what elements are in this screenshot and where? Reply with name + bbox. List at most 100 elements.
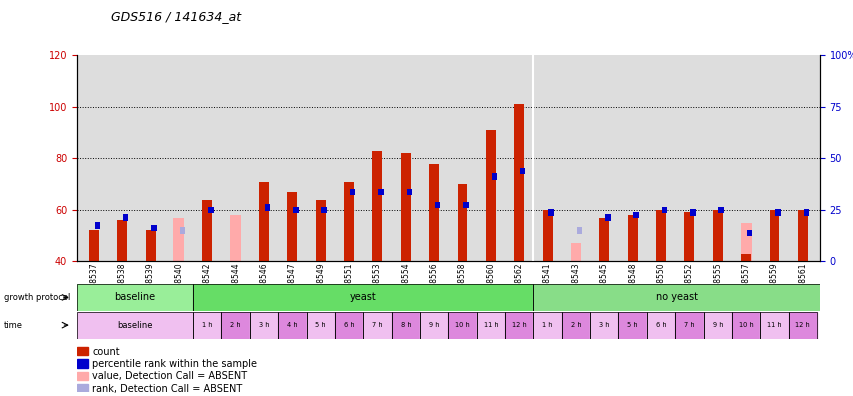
Bar	[193, 312, 221, 339]
Text: 5 h: 5 h	[627, 322, 637, 328]
Bar	[306, 312, 334, 339]
Bar	[533, 312, 561, 339]
Bar	[334, 312, 363, 339]
Bar	[740, 223, 751, 261]
Bar	[589, 312, 618, 339]
Bar	[618, 312, 646, 339]
Bar	[179, 227, 185, 234]
Text: 6 h: 6 h	[655, 322, 665, 328]
Bar	[675, 312, 703, 339]
Bar	[89, 230, 99, 261]
Bar	[173, 217, 184, 261]
Bar	[561, 312, 589, 339]
Bar	[599, 217, 608, 261]
Bar	[775, 209, 780, 216]
Text: 4 h: 4 h	[287, 322, 298, 328]
Bar	[372, 150, 382, 261]
Bar	[448, 312, 476, 339]
Bar	[392, 312, 420, 339]
Bar	[769, 210, 779, 261]
Text: 11 h: 11 h	[483, 322, 497, 328]
Bar	[448, 312, 476, 339]
Bar	[221, 312, 250, 339]
Bar	[633, 212, 638, 218]
Bar	[661, 207, 666, 213]
Bar	[77, 371, 88, 380]
Bar	[787, 312, 816, 339]
Bar	[759, 312, 787, 339]
Bar	[250, 312, 278, 339]
Bar	[533, 284, 819, 311]
Bar	[462, 202, 468, 208]
Bar	[627, 215, 637, 261]
Bar	[675, 312, 703, 339]
Bar	[202, 200, 212, 261]
Bar	[363, 312, 392, 339]
Bar	[208, 207, 213, 213]
Bar	[344, 181, 354, 261]
Bar	[434, 202, 440, 208]
Text: rank, Detection Call = ABSENT: rank, Detection Call = ABSENT	[92, 384, 242, 394]
Bar	[193, 312, 221, 339]
Text: 11 h: 11 h	[766, 322, 780, 328]
Text: 12 h: 12 h	[794, 322, 809, 328]
Bar	[350, 188, 355, 195]
Bar	[689, 209, 695, 216]
Text: 1 h: 1 h	[202, 322, 212, 328]
Bar	[117, 220, 127, 261]
Text: 10 h: 10 h	[455, 322, 469, 328]
Text: 3 h: 3 h	[258, 322, 269, 328]
Bar	[77, 312, 193, 339]
Text: 2 h: 2 h	[570, 322, 581, 328]
Bar	[193, 284, 533, 311]
Bar	[378, 188, 383, 195]
Bar	[646, 312, 675, 339]
Text: 9 h: 9 h	[428, 322, 439, 328]
Bar	[712, 210, 722, 261]
Bar	[250, 312, 278, 339]
Bar	[514, 104, 524, 261]
Bar	[570, 243, 581, 261]
Bar	[703, 312, 731, 339]
Text: baseline: baseline	[114, 292, 155, 303]
Bar	[406, 188, 411, 195]
Bar	[740, 253, 750, 261]
Bar	[77, 284, 193, 311]
Bar	[77, 384, 88, 392]
Bar	[306, 312, 334, 339]
Text: baseline: baseline	[117, 321, 153, 329]
Text: 5 h: 5 h	[315, 322, 326, 328]
Bar	[278, 312, 306, 339]
Bar	[230, 215, 241, 261]
Text: 6 h: 6 h	[344, 322, 354, 328]
Bar	[683, 212, 693, 261]
Text: 8 h: 8 h	[400, 322, 410, 328]
Text: count: count	[92, 346, 119, 357]
Bar	[576, 227, 582, 234]
Text: no yeast: no yeast	[655, 292, 697, 303]
Text: GDS516 / 141634_at: GDS516 / 141634_at	[111, 10, 241, 23]
Bar	[561, 312, 589, 339]
Bar	[293, 207, 299, 213]
Bar	[258, 181, 269, 261]
Bar	[420, 312, 448, 339]
Bar	[803, 209, 808, 216]
Bar	[193, 284, 533, 311]
Text: 9 h: 9 h	[711, 322, 722, 328]
Bar	[655, 210, 665, 261]
Bar	[548, 209, 553, 216]
Text: yeast: yeast	[350, 292, 376, 303]
Bar	[759, 312, 787, 339]
Bar	[316, 200, 325, 261]
Text: 7 h: 7 h	[372, 322, 382, 328]
Bar	[95, 222, 100, 228]
Bar	[533, 312, 561, 339]
Text: time: time	[4, 321, 23, 329]
Bar	[731, 312, 759, 339]
Text: 10 h: 10 h	[738, 322, 752, 328]
Bar	[457, 184, 467, 261]
Text: 2 h: 2 h	[230, 322, 241, 328]
Bar	[321, 207, 327, 213]
Bar	[797, 210, 807, 261]
Text: growth protocol: growth protocol	[4, 293, 71, 302]
